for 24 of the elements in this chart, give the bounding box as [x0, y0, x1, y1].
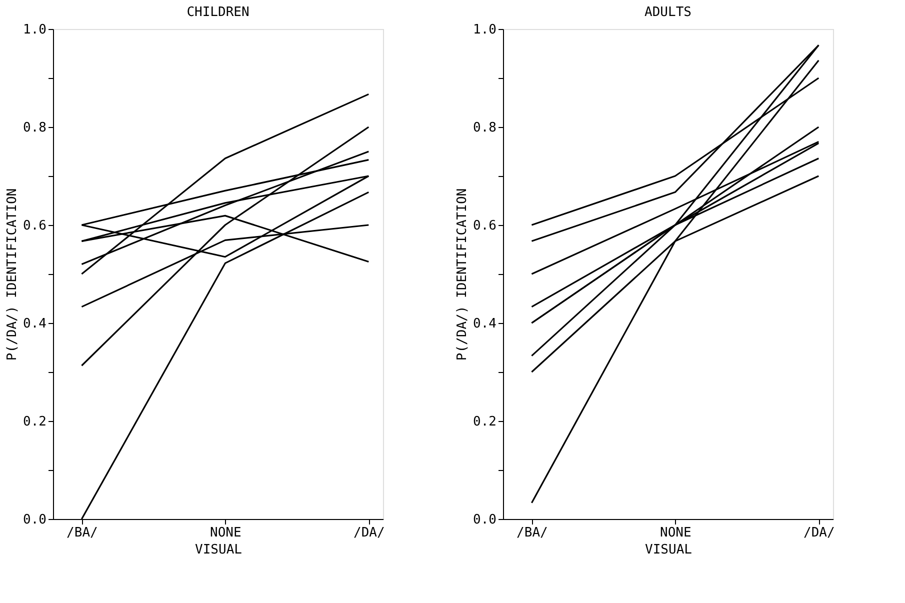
y-tick-label: 0.6 [23, 218, 46, 234]
y-tick-label: 0.0 [23, 512, 46, 528]
x-axis-title: VISUAL [195, 542, 242, 558]
chart-title: CHILDREN [186, 5, 250, 20]
y-axis-title: P(/DA/) IDENTIFICATION [5, 188, 20, 361]
x-tick-label: /BA/ [516, 526, 548, 540]
y-tick-label: 0.8 [473, 120, 496, 136]
y-tick-label: 0.6 [473, 218, 496, 234]
y-tick-label: 0.0 [473, 512, 496, 528]
chart-title: ADULTS [644, 5, 692, 20]
y-tick-label: 0.8 [23, 120, 46, 136]
x-tick-label: /DA/ [353, 526, 385, 540]
x-axis-title: VISUAL [645, 542, 692, 558]
y-tick-label: 1.0 [473, 22, 496, 38]
x-tick-label: /BA/ [66, 526, 98, 540]
y-tick-label: 0.4 [23, 316, 47, 332]
x-tick-label: /DA/ [803, 526, 835, 540]
y-tick-label: 0.2 [473, 414, 496, 430]
y-tick-label: 0.4 [473, 316, 497, 332]
y-tick-label: 1.0 [23, 22, 46, 38]
x-tick-label: NONE [660, 526, 692, 540]
y-tick-label: 0.2 [23, 414, 46, 430]
y-axis-title: P(/DA/) IDENTIFICATION [455, 188, 470, 361]
x-tick-label: NONE [210, 526, 242, 540]
